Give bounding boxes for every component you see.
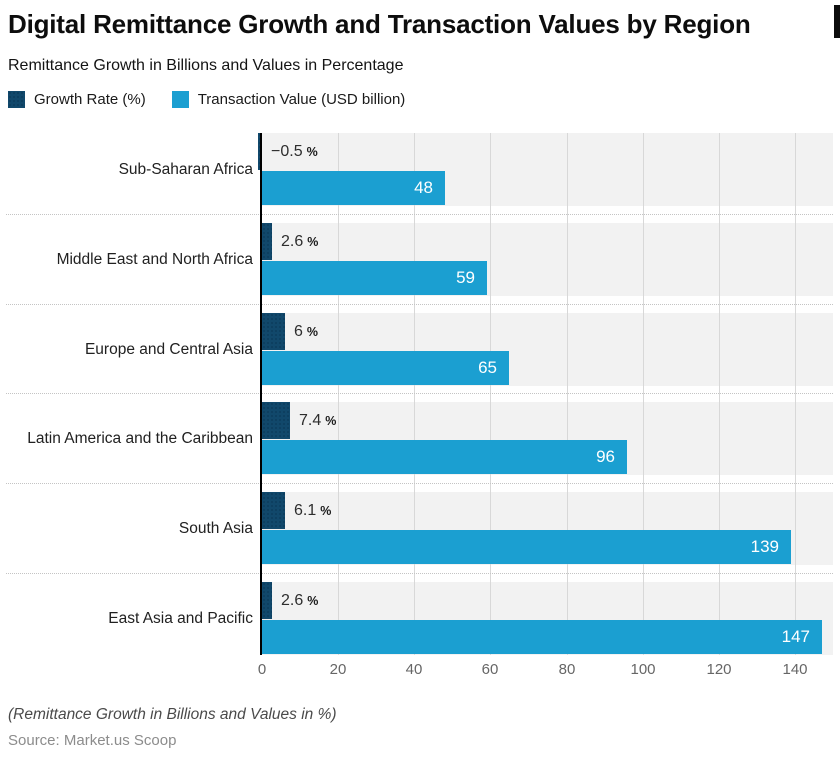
category-label: Middle East and North Africa: [56, 250, 253, 268]
growth-rate-value-label: 6.1%: [294, 501, 332, 519]
transaction-value-bar[interactable]: 65: [262, 351, 509, 385]
category-label: Sub-Saharan Africa: [118, 160, 253, 178]
transaction-value-bar[interactable]: 96: [262, 440, 627, 474]
growth-rate-bar[interactable]: [262, 492, 285, 529]
plot-area: 0 20 40 60 80 100 120 140 −0.5% 48 2.6% 59 6% 65 7.4% 9…: [258, 133, 833, 678]
chart-footnote: (Remittance Growth in Billions and Value…: [8, 706, 337, 723]
transaction-value-label: 65: [478, 358, 497, 377]
legend-item-transaction-value[interactable]: Transaction Value (USD billion): [171, 91, 406, 108]
row-separator: [6, 573, 833, 574]
growth-rate-value-label: 6%: [294, 322, 319, 340]
transaction-value-label: 59: [456, 268, 475, 287]
x-tick-label: 20: [329, 661, 347, 678]
transaction-value-label: 96: [596, 447, 615, 466]
corner-black-mark: [834, 5, 840, 38]
percent-suffix: %: [306, 324, 319, 339]
gridline: [414, 133, 415, 655]
gridline: [795, 133, 796, 655]
x-tick-label: 100: [630, 661, 656, 678]
category-label: Europe and Central Asia: [84, 340, 253, 358]
percent-suffix: %: [320, 503, 332, 518]
growth-rate-bar[interactable]: [258, 133, 260, 170]
legend-item-growth-rate[interactable]: Growth Rate (%): [8, 91, 146, 108]
transaction-value-label: 139: [750, 537, 779, 556]
transaction-value-bar[interactable]: 139: [262, 530, 791, 564]
row-separator: [6, 214, 833, 215]
source-credit: Source: Market.us Scoop: [8, 732, 177, 749]
transaction-value-bar[interactable]: 59: [262, 261, 487, 295]
category-label: East Asia and Pacific: [108, 609, 253, 627]
x-tick-label: 140: [782, 661, 808, 678]
gridline: [719, 133, 720, 655]
row-separator: [6, 393, 833, 394]
transaction-value-bar[interactable]: 147: [262, 620, 822, 654]
growth-rate-swatch-icon: [8, 91, 25, 108]
transaction-value-label: 48: [414, 178, 433, 197]
gridline: [567, 133, 568, 655]
growth-rate-value-label: 7.4%: [299, 411, 337, 429]
gridline: [338, 133, 339, 655]
chart-title: Digital Remittance Growth and Transactio…: [8, 9, 751, 39]
gridline: [490, 133, 491, 655]
gridline: [643, 133, 644, 655]
legend: Growth Rate (%) Transaction Value (USD b…: [8, 91, 405, 108]
growth-rate-value-label: 2.6%: [281, 232, 319, 250]
transaction-value-swatch-icon: [171, 91, 189, 108]
percent-suffix: %: [306, 144, 318, 159]
growth-rate-value-label: −0.5%: [271, 142, 318, 160]
transaction-value-bar[interactable]: 48: [262, 171, 445, 205]
row-separator: [6, 304, 833, 305]
growth-rate-bar[interactable]: [262, 313, 285, 350]
row-separator: [6, 483, 833, 484]
legend-label-growth-rate: Growth Rate (%): [34, 91, 146, 108]
y-axis-line: [260, 133, 262, 655]
transaction-value-label: 147: [781, 627, 810, 646]
growth-rate-value-label: 2.6%: [281, 591, 319, 609]
category-label: Latin America and the Caribbean: [27, 429, 253, 447]
category-label: South Asia: [178, 519, 253, 537]
growth-rate-bar[interactable]: [262, 223, 272, 260]
percent-suffix: %: [325, 413, 337, 428]
chart-subtitle: Remittance Growth in Billions and Values…: [8, 57, 404, 74]
percent-suffix: %: [307, 593, 319, 608]
percent-suffix: %: [307, 234, 319, 249]
x-tick-label: 60: [481, 661, 499, 678]
growth-rate-bar[interactable]: [262, 582, 272, 619]
bar-chart: 0 20 40 60 80 100 120 140 −0.5% 48 2.6% 59 6% 65 7.4% 9…: [0, 133, 840, 688]
x-tick-label: 0: [257, 661, 267, 678]
x-tick-label: 80: [558, 661, 576, 678]
x-tick-label: 40: [405, 661, 423, 678]
growth-rate-bar[interactable]: [262, 402, 290, 439]
legend-label-transaction-value: Transaction Value (USD billion): [197, 91, 406, 108]
x-tick-label: 120: [706, 661, 732, 678]
